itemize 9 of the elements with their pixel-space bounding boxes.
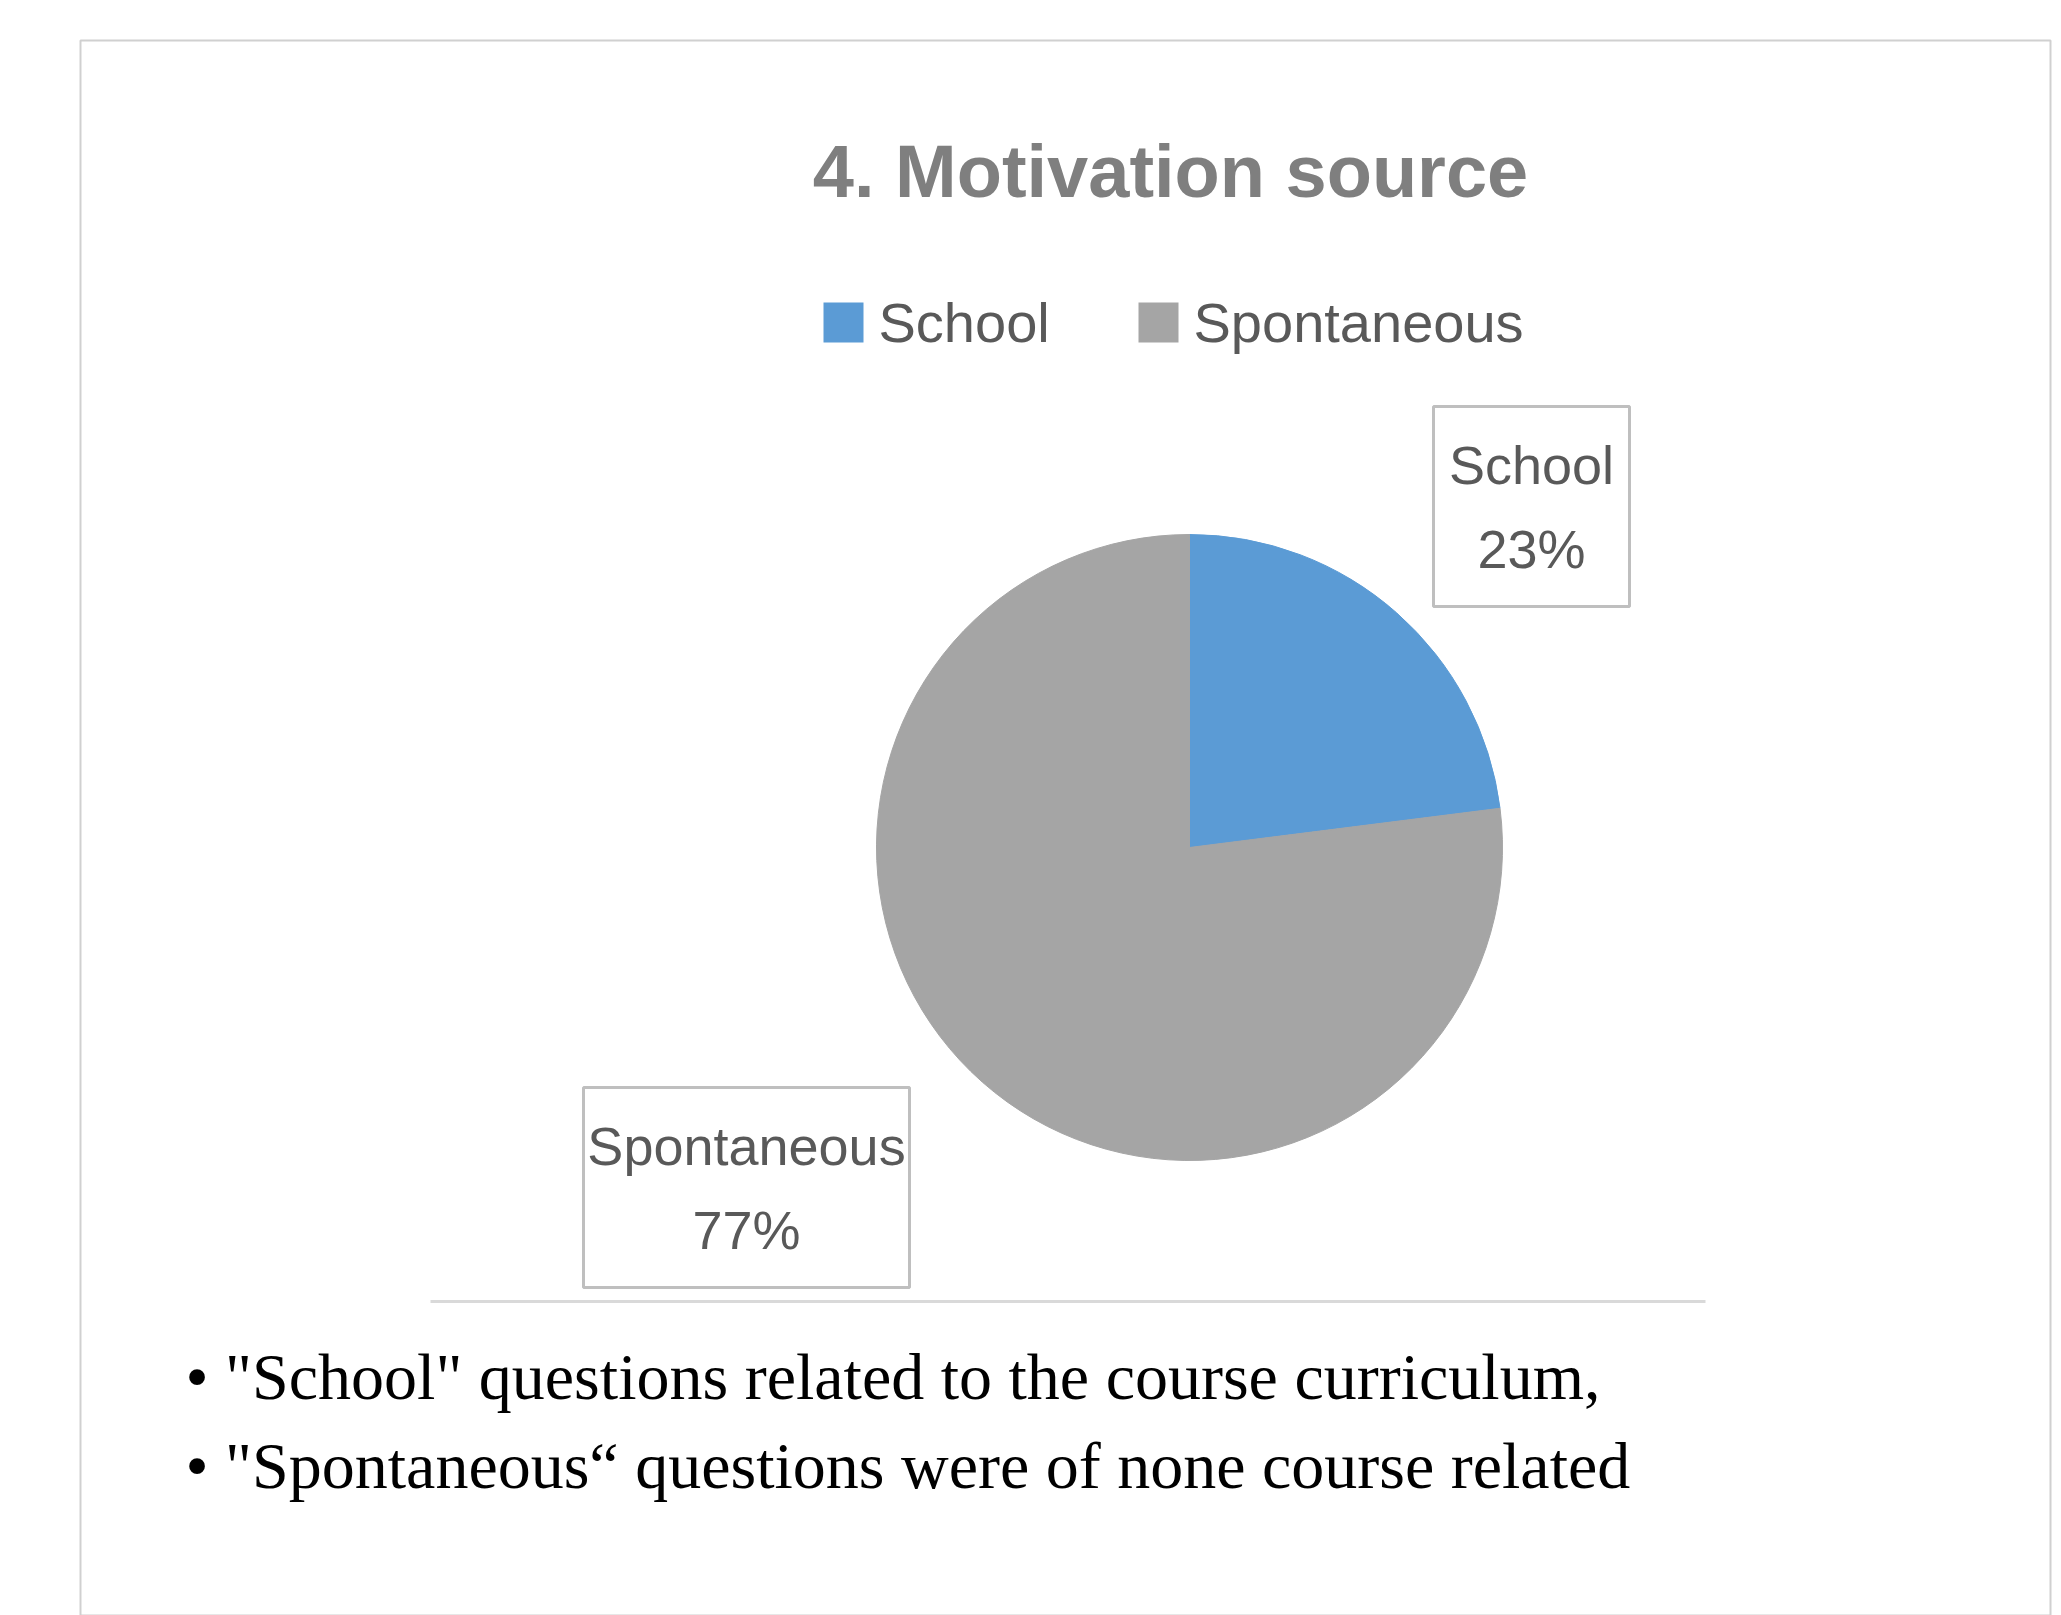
data-label: 23% [1477, 518, 1586, 579]
data-label: 77% [692, 1199, 801, 1260]
slice-label: School [1448, 434, 1615, 495]
slice-label: Spontaneous [587, 1115, 906, 1176]
legend-label: School [878, 291, 1050, 354]
text: • "Spontaneous“ questions were of none course related [185, 1429, 1631, 1502]
text: • "School" questions related to the course curriculum, [185, 1340, 1601, 1413]
legend-label: Spontaneous [1193, 291, 1524, 354]
chart-title: 4. Motivation source [812, 130, 1529, 213]
